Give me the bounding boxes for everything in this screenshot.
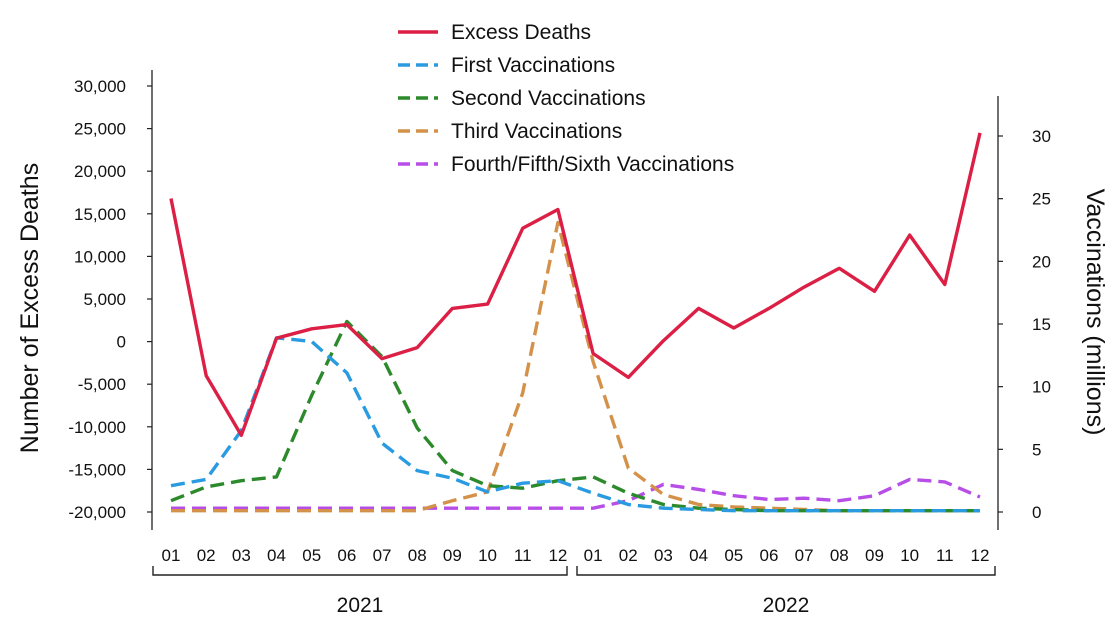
x-tick-label: 01: [584, 546, 603, 565]
y2-tick-label: 15: [1032, 315, 1051, 334]
x-tick-label: 03: [654, 546, 673, 565]
series-line-4: [171, 477, 981, 510]
series-line-2: [170, 319, 980, 513]
y2-tick-label: 25: [1032, 190, 1051, 209]
legend: Excess Deaths First Vaccinations Second Va…: [398, 21, 734, 176]
x-tick-label: 02: [619, 546, 638, 565]
y2-tick-label: 30: [1032, 127, 1051, 146]
x-tick-label: 02: [197, 546, 216, 565]
x-tick-label: 10: [478, 546, 497, 565]
y-tick-label: -15,000: [68, 460, 126, 479]
y-axis-title: Number of Excess Deaths: [16, 163, 44, 453]
x-tick-label: 04: [689, 546, 708, 565]
x-tick-label: 04: [267, 546, 286, 565]
y-tick-label: 20,000: [74, 162, 126, 181]
y-tick-label: 10,000: [74, 247, 126, 266]
y2-tick-label: 20: [1032, 252, 1051, 271]
x-tick-label: 07: [373, 546, 392, 565]
series-line-3: [171, 220, 980, 513]
y-tick-label: 0: [117, 333, 126, 352]
x-tick-label: 12: [548, 546, 567, 565]
x-tick-label: 09: [865, 546, 884, 565]
x-tick-label: 03: [232, 546, 251, 565]
x-tick-label: 08: [408, 546, 427, 565]
x-tick-label: 06: [759, 546, 778, 565]
legend-label: Second Vaccinations: [451, 87, 646, 110]
y-tick-label: -20,000: [68, 503, 126, 522]
year-label: 2021: [337, 594, 384, 617]
x-tick-label: 05: [302, 546, 321, 565]
x-tick-label: 10: [900, 546, 919, 565]
y2-tick-label: 0: [1032, 503, 1041, 522]
y-tick-label: 30,000: [74, 77, 126, 96]
x-tick-label: 12: [971, 546, 990, 565]
series-line-0: [169, 132, 982, 437]
x-tick-label: 11: [514, 546, 532, 565]
legend-label: Fourth/Fifth/Sixth Vaccinations: [451, 153, 734, 176]
series-layer: [169, 132, 982, 513]
x-tick-label: 07: [795, 546, 814, 565]
y-tick-label: -5,000: [78, 375, 126, 394]
axes: -20,000 -15,000 -10,000 -5,000 0 5,000 10,000 1…: [68, 70, 1051, 617]
y2-tick-label: 10: [1032, 378, 1051, 397]
legend-label: Excess Deaths: [451, 21, 591, 44]
y2-tick-label: 5: [1032, 440, 1041, 459]
series-line-1: [170, 336, 980, 513]
year-label: 2022: [763, 594, 810, 617]
x-tick-label: 08: [830, 546, 849, 565]
x-tick-label: 05: [724, 546, 743, 565]
x-tick-label: 11: [936, 546, 954, 565]
y-tick-label: 15,000: [74, 205, 126, 224]
x-tick-label: 06: [337, 546, 356, 565]
legend-label: First Vaccinations: [451, 54, 615, 77]
legend-label: Third Vaccinations: [451, 120, 622, 143]
y-tick-label: 25,000: [74, 120, 126, 139]
x-tick-label: 01: [162, 546, 181, 565]
y-tick-label: -10,000: [68, 418, 126, 437]
x-tick-label: 09: [443, 546, 462, 565]
year-bracket: [152, 566, 568, 576]
y-tick-label: 5,000: [83, 290, 126, 309]
year-bracket: [576, 566, 996, 576]
y2-axis-title: Vaccinations (millions): [1081, 189, 1109, 436]
